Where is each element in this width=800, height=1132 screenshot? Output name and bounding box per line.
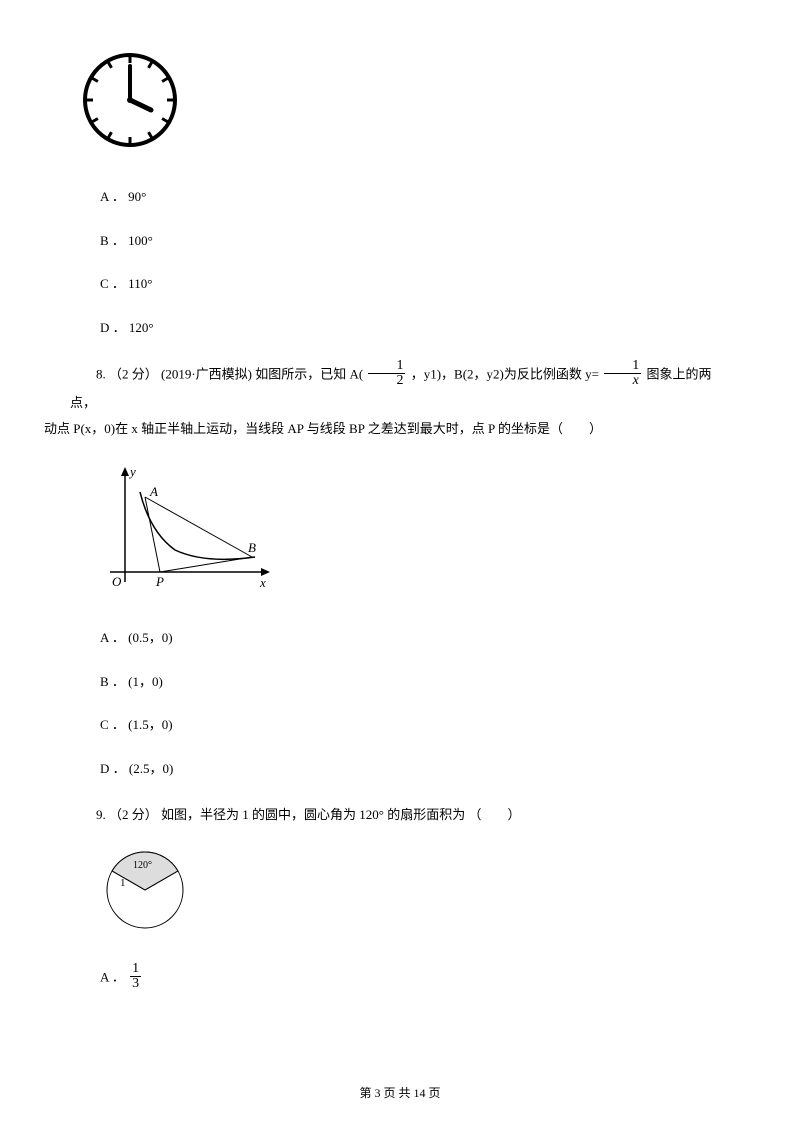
- q9-text: 9. （2 分） 如图，半径为 1 的圆中，圆心角为 120° 的扇形面积为 （…: [70, 802, 730, 828]
- q8-frac2: 1 x: [604, 359, 641, 388]
- q8-prefix: 8. （2 分） (2019·广西模拟) 如图所示，已知 A(: [96, 366, 366, 381]
- frac-den: 3: [130, 977, 141, 991]
- q7-option-b: B ． 100°: [100, 231, 730, 251]
- q8-option-a: A ． (0.5，0): [100, 628, 730, 648]
- clock-figure: [80, 50, 730, 157]
- radius-label: 1: [120, 877, 126, 889]
- label-y: y: [128, 464, 136, 479]
- q7-option-c: C ． 110°: [100, 274, 730, 294]
- q8-frac1: 1 2: [368, 359, 405, 388]
- q9-figure: 120° 1: [100, 848, 730, 940]
- q9-a-prefix: A ．: [100, 969, 128, 984]
- q8-text: 8. （2 分） (2019·广西模拟) 如图所示，已知 A( 1 2 ，y1)…: [70, 361, 730, 442]
- q8-option-c: C ． (1.5，0): [100, 715, 730, 735]
- q8-line2: 动点 P(x，0)在 x 轴正半轴上运动，当线段 AP 与线段 BP 之差达到最…: [44, 416, 602, 442]
- clock-svg: [80, 50, 180, 150]
- q8-mid1: ，y1)，B(2，y2)为反比例函数 y=: [411, 366, 603, 381]
- q8-option-b: B ． (1，0): [100, 672, 730, 692]
- frac-num: 1: [604, 359, 641, 374]
- frac-den: 2: [368, 374, 405, 388]
- page-footer: 第 3 页 共 14 页: [0, 1084, 800, 1102]
- q7-option-a: A ． 90°: [100, 187, 730, 207]
- sector-svg: 120° 1: [100, 848, 190, 933]
- label-P: P: [155, 574, 164, 589]
- label-B: B: [248, 540, 256, 555]
- graph-svg: y x O A B P: [100, 462, 275, 597]
- frac-num: 1: [130, 962, 141, 977]
- label-x: x: [259, 575, 266, 590]
- frac-num: 1: [368, 359, 405, 374]
- frac-den: x: [604, 374, 641, 388]
- q8-option-d: D ． (2.5，0): [100, 759, 730, 779]
- q9-a-frac: 1 3: [130, 962, 141, 991]
- q7-option-d: D ． 120°: [100, 318, 730, 338]
- q9-option-a: A ． 1 3: [100, 964, 730, 993]
- angle-label: 120°: [133, 860, 152, 871]
- q8-graph: y x O A B P: [100, 462, 730, 604]
- label-O: O: [112, 574, 122, 589]
- label-A: A: [149, 484, 158, 499]
